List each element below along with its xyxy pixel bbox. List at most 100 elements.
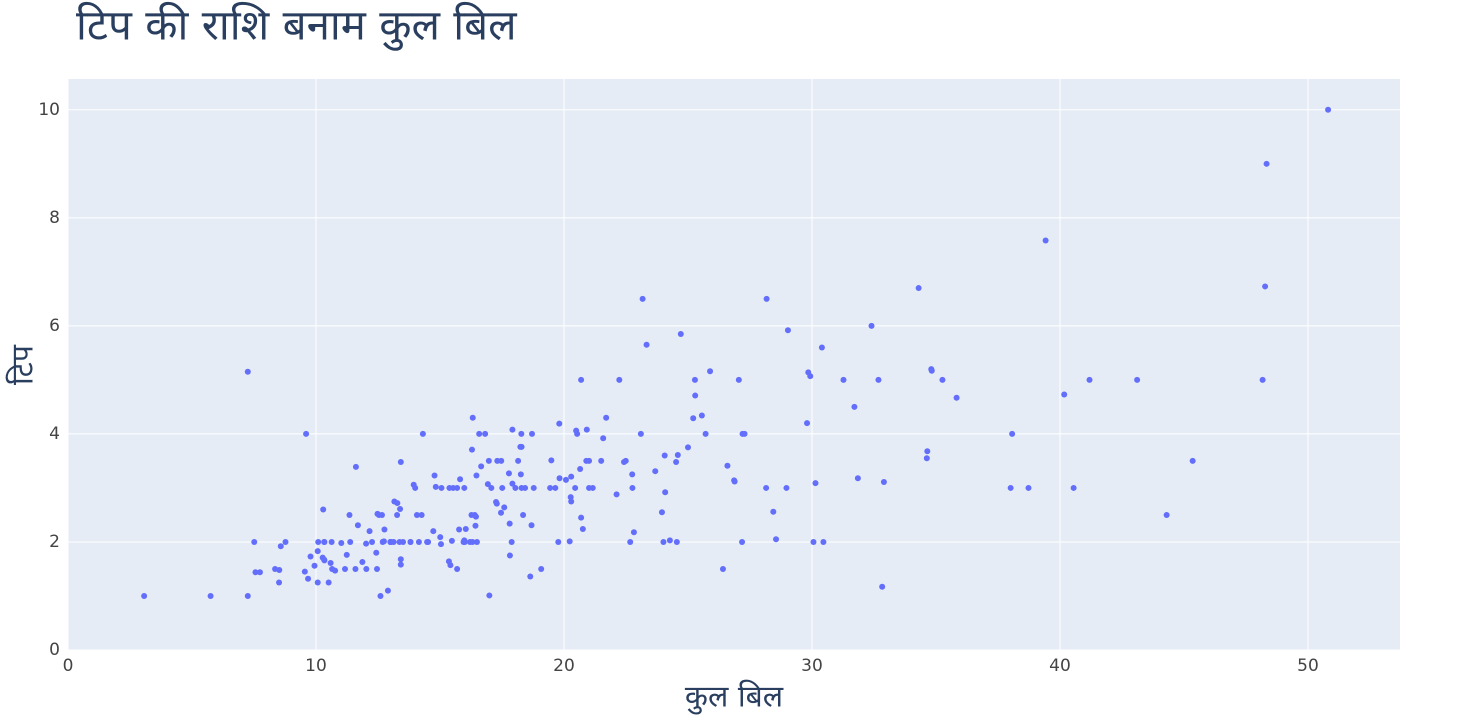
point — [629, 484, 636, 491]
point — [468, 446, 475, 453]
point — [450, 484, 457, 491]
point — [627, 538, 634, 545]
point — [282, 538, 289, 545]
point — [454, 565, 461, 572]
point — [498, 457, 505, 464]
point — [547, 484, 554, 491]
point — [342, 565, 349, 572]
point — [586, 484, 593, 491]
point — [719, 565, 726, 572]
point — [739, 538, 746, 545]
point — [418, 511, 425, 518]
point — [763, 295, 770, 302]
point — [630, 529, 637, 536]
point — [374, 565, 381, 572]
point — [303, 430, 310, 437]
point — [1263, 160, 1270, 167]
point — [643, 341, 650, 348]
point — [562, 476, 569, 483]
point — [338, 540, 345, 547]
point — [692, 392, 699, 399]
point — [251, 538, 258, 545]
point — [639, 295, 646, 302]
point — [457, 476, 464, 483]
x-tick-label: 30 — [801, 656, 823, 676]
point — [321, 556, 328, 563]
plot-area — [68, 79, 1400, 650]
point — [407, 538, 414, 545]
point — [731, 477, 738, 484]
point — [394, 500, 401, 507]
point — [1007, 484, 1014, 491]
point — [804, 420, 811, 427]
point — [875, 376, 882, 383]
point — [377, 592, 384, 599]
x-tick-label: 20 — [553, 656, 575, 676]
point — [244, 368, 251, 375]
point — [320, 506, 327, 513]
point — [698, 412, 705, 419]
point — [652, 468, 659, 475]
chart-title: टिप की राशि बनाम कुल बिल — [76, 1, 518, 52]
point — [517, 443, 524, 450]
point — [394, 511, 401, 518]
point — [621, 459, 628, 466]
point — [359, 558, 366, 565]
point — [332, 567, 339, 574]
point — [314, 548, 321, 555]
x-tick-label: 40 — [1049, 656, 1071, 676]
point — [415, 538, 422, 545]
point — [583, 426, 590, 433]
point — [673, 538, 680, 545]
point — [953, 394, 960, 401]
point — [1061, 391, 1068, 398]
point — [468, 511, 475, 518]
point — [277, 543, 284, 550]
point — [810, 538, 817, 545]
y-tick-label: 0 — [49, 640, 60, 660]
y-tick-label: 6 — [49, 316, 60, 336]
point — [770, 508, 777, 515]
point — [515, 457, 522, 464]
point — [939, 376, 946, 383]
point — [366, 528, 373, 535]
point — [1163, 511, 1170, 518]
point — [448, 537, 455, 544]
point — [419, 430, 426, 437]
point — [773, 536, 780, 543]
point — [818, 344, 825, 351]
point — [485, 457, 492, 464]
point — [691, 376, 698, 383]
point — [508, 538, 515, 545]
point — [413, 511, 420, 518]
point — [1259, 376, 1266, 383]
point — [328, 538, 335, 545]
point — [380, 538, 387, 545]
point — [437, 541, 444, 548]
point — [482, 430, 489, 437]
point — [707, 368, 714, 375]
point — [252, 569, 259, 576]
point — [1070, 484, 1077, 491]
point — [574, 430, 581, 437]
point — [1262, 283, 1269, 290]
point — [637, 430, 644, 437]
point — [509, 426, 516, 433]
point — [305, 575, 312, 582]
point — [879, 583, 886, 590]
point — [1189, 457, 1196, 464]
point — [518, 430, 525, 437]
point — [724, 462, 731, 469]
point — [473, 472, 480, 479]
point — [498, 509, 505, 516]
point — [461, 538, 468, 545]
point — [437, 534, 444, 541]
point — [928, 367, 935, 374]
point — [461, 484, 468, 491]
point — [783, 484, 790, 491]
point — [363, 540, 370, 547]
x-tick-label: 50 — [1297, 656, 1319, 676]
point — [311, 562, 318, 569]
point — [378, 511, 385, 518]
point — [854, 475, 861, 482]
